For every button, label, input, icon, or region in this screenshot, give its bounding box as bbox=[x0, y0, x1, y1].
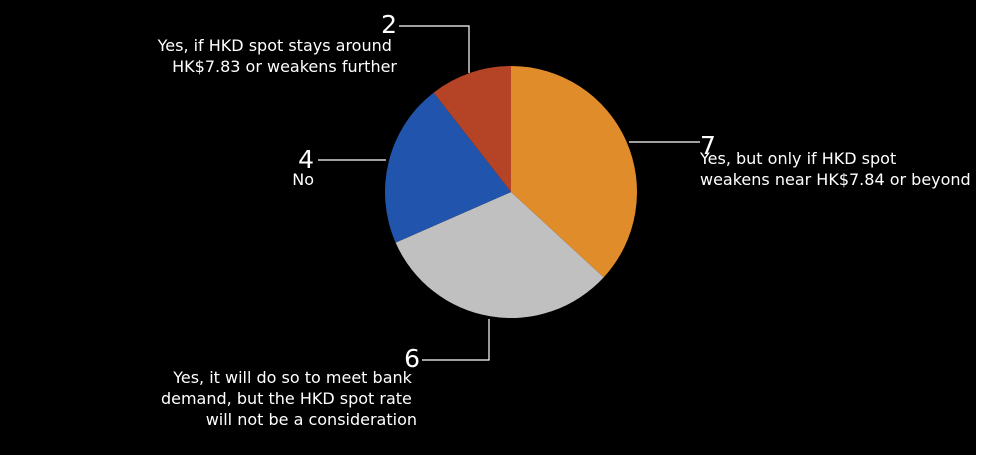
slice-label-4-line-1: No bbox=[292, 170, 314, 189]
pie-slice-6 bbox=[395, 192, 604, 319]
slice-label-7-line-1: Yes, but only if HKD spot bbox=[699, 149, 896, 168]
slice-value-7: 7 bbox=[700, 131, 716, 160]
pie-slices bbox=[385, 66, 638, 319]
slice-label-6: Yes, it will do so to meet bank demand, … bbox=[161, 368, 417, 429]
slice-label-2: Yes, if HKD spot stays around HK$7.83 or… bbox=[157, 36, 398, 76]
slice-label-6-line-1: Yes, it will do so to meet bank bbox=[172, 368, 412, 387]
slice-annotation-7: 7 Yes, but only if HKD spot weakens near… bbox=[629, 131, 971, 189]
slice-annotation-2: 2 Yes, if HKD spot stays around HK$7.83 … bbox=[157, 10, 470, 76]
pie-slice-2 bbox=[433, 66, 511, 192]
leader-line-2 bbox=[399, 25, 470, 73]
slice-value-2: 2 bbox=[381, 10, 397, 39]
slice-label-7-line-2: weakens near HK$7.84 or beyond bbox=[700, 170, 971, 189]
slice-label-7: Yes, but only if HKD spot weakens near H… bbox=[699, 149, 971, 189]
slice-label-4: No bbox=[292, 170, 314, 189]
slice-annotation-6: 6 Yes, it will do so to meet bank demand… bbox=[161, 319, 490, 429]
slice-label-6-line-2: demand, but the HKD spot rate bbox=[161, 389, 412, 408]
slice-label-6-line-3: will not be a consideration bbox=[206, 410, 417, 429]
slice-label-2-line-1: Yes, if HKD spot stays around bbox=[157, 36, 392, 55]
pie-slice-4 bbox=[385, 92, 511, 243]
slice-value-6: 6 bbox=[404, 344, 420, 373]
leader-line-6 bbox=[422, 319, 490, 361]
slice-annotation-4: 4 No bbox=[292, 145, 386, 189]
slice-value-4: 4 bbox=[298, 145, 314, 174]
slice-label-2-line-2: HK$7.83 or weakens further bbox=[172, 57, 397, 76]
pie-slice-7 bbox=[511, 66, 638, 278]
